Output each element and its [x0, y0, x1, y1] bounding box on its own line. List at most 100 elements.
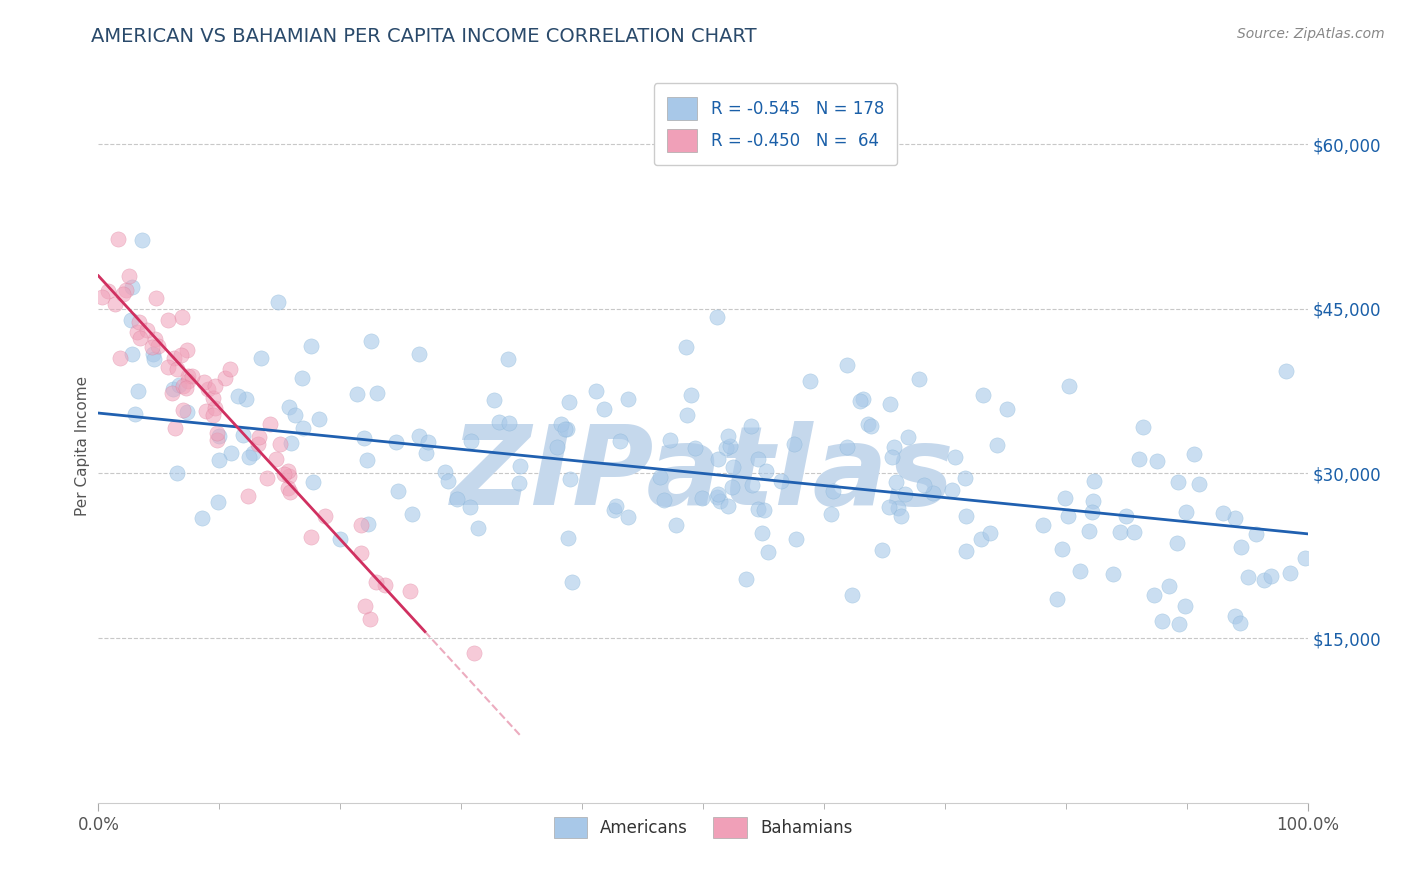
Point	[979, 525, 1001, 540]
Point	[278, 484, 301, 499]
Point	[467, 521, 489, 535]
Point	[783, 437, 806, 451]
Point	[172, 379, 194, 393]
Point	[859, 419, 882, 434]
Point	[401, 507, 423, 521]
Point	[207, 425, 229, 440]
Point	[204, 401, 226, 415]
Point	[208, 452, 231, 467]
Point	[665, 518, 688, 533]
Point	[1230, 540, 1253, 554]
Point	[756, 544, 779, 558]
Point	[170, 348, 193, 362]
Point	[176, 343, 198, 358]
Point	[1128, 452, 1150, 467]
Point	[560, 471, 582, 485]
Point	[433, 465, 456, 479]
Point	[463, 646, 485, 660]
Point	[142, 352, 165, 367]
Point	[555, 422, 578, 436]
Point	[509, 458, 531, 473]
Point	[799, 374, 821, 388]
Point	[690, 491, 713, 506]
Point	[163, 420, 186, 434]
Point	[408, 428, 430, 442]
Point	[1174, 599, 1197, 614]
Point	[997, 401, 1019, 416]
Point	[246, 437, 269, 451]
Point	[219, 445, 242, 459]
Point	[107, 232, 129, 246]
Point	[706, 310, 728, 324]
Point	[955, 508, 977, 523]
Point	[785, 532, 807, 546]
Point	[366, 385, 388, 400]
Point	[747, 502, 769, 516]
Point	[128, 315, 150, 329]
Point	[706, 452, 728, 467]
Point	[1167, 617, 1189, 632]
Point	[242, 446, 264, 460]
Point	[416, 435, 439, 450]
Point	[460, 434, 482, 449]
Point	[131, 233, 153, 247]
Point	[238, 450, 260, 465]
Point	[561, 575, 583, 590]
Point	[675, 340, 697, 354]
Point	[204, 379, 226, 393]
Point	[754, 464, 776, 478]
Point	[706, 490, 728, 504]
Point	[972, 388, 994, 402]
Point	[142, 347, 165, 361]
Point	[1166, 535, 1188, 549]
Point	[267, 295, 290, 310]
Point	[1078, 524, 1101, 538]
Point	[1143, 588, 1166, 602]
Point	[734, 572, 756, 586]
Point	[356, 453, 378, 467]
Point	[284, 408, 307, 422]
Point	[1212, 506, 1234, 520]
Point	[277, 464, 299, 478]
Point	[986, 438, 1008, 452]
Point	[1081, 505, 1104, 519]
Point	[97, 284, 120, 298]
Point	[163, 351, 186, 366]
Point	[415, 446, 437, 460]
Point	[740, 419, 762, 434]
Point	[585, 384, 607, 399]
Point	[676, 408, 699, 422]
Point	[820, 507, 842, 521]
Point	[162, 382, 184, 396]
Point	[127, 325, 149, 339]
Point	[208, 428, 231, 442]
Point	[879, 397, 901, 411]
Point	[1244, 526, 1267, 541]
Point	[683, 441, 706, 455]
Point	[1057, 379, 1080, 393]
Point	[823, 484, 845, 499]
Point	[706, 487, 728, 501]
Point	[170, 310, 193, 325]
Point	[176, 405, 198, 419]
Point	[278, 400, 301, 414]
Point	[652, 492, 675, 507]
Point	[357, 517, 380, 532]
Point	[259, 417, 281, 431]
Point	[148, 339, 170, 353]
Point	[145, 291, 167, 305]
Point	[314, 509, 336, 524]
Point	[1057, 508, 1080, 523]
Point	[718, 439, 741, 453]
Point	[717, 500, 740, 514]
Point	[747, 452, 769, 467]
Point	[136, 323, 159, 337]
Point	[835, 358, 858, 372]
Point	[277, 481, 299, 495]
Point	[108, 351, 131, 365]
Point	[498, 416, 520, 430]
Point	[679, 387, 702, 401]
Point	[849, 394, 872, 409]
Point	[191, 511, 214, 525]
Point	[359, 612, 381, 626]
